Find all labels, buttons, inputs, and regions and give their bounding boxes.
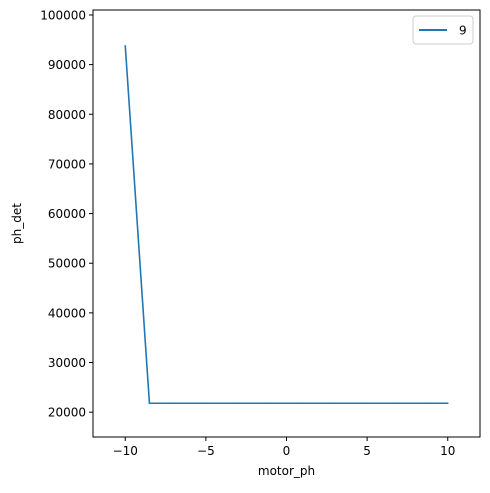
y-tick-label: 30000 bbox=[48, 356, 86, 370]
data-point bbox=[269, 402, 272, 405]
plot-area bbox=[93, 10, 480, 437]
y-axis-ticks: 20000 30000 40000 50000 60000 70000 80000 90000… bbox=[40, 8, 93, 420]
legend-entry-label: 9 bbox=[459, 24, 467, 38]
x-tick-label: 5 bbox=[363, 444, 371, 458]
y-tick-label: 20000 bbox=[48, 406, 86, 420]
plot-frame bbox=[92, 9, 481, 438]
y-axis-label: ph_det bbox=[10, 203, 24, 244]
data-point bbox=[398, 402, 401, 405]
data-point bbox=[301, 402, 304, 405]
y-tick-label: 50000 bbox=[48, 257, 86, 271]
data-point bbox=[148, 402, 151, 405]
x-tick-label: 0 bbox=[283, 444, 291, 458]
series-layer bbox=[124, 44, 449, 405]
x-tick-label: −5 bbox=[197, 444, 215, 458]
y-tick-label: 70000 bbox=[48, 157, 86, 171]
data-point bbox=[430, 402, 433, 405]
x-tick-label: 10 bbox=[440, 444, 455, 458]
data-point bbox=[446, 402, 449, 405]
data-point bbox=[366, 402, 368, 405]
legend: 9 bbox=[412, 15, 474, 45]
x-axis-ticks: −10 −5 0 5 10 bbox=[113, 437, 455, 458]
data-point bbox=[172, 402, 175, 405]
x-tick-label: −10 bbox=[113, 444, 138, 458]
x-axis-label: motor_ph bbox=[258, 464, 315, 478]
data-point bbox=[124, 44, 127, 47]
data-point bbox=[334, 402, 336, 405]
y-tick-label: 80000 bbox=[48, 108, 86, 122]
series-line-0 bbox=[124, 45, 448, 405]
data-point bbox=[205, 402, 207, 405]
y-tick-label: 100000 bbox=[40, 8, 86, 22]
data-point bbox=[237, 402, 239, 405]
y-tick-label: 60000 bbox=[48, 207, 86, 221]
y-tick-label: 40000 bbox=[48, 306, 86, 320]
y-tick-label: 90000 bbox=[48, 58, 86, 72]
